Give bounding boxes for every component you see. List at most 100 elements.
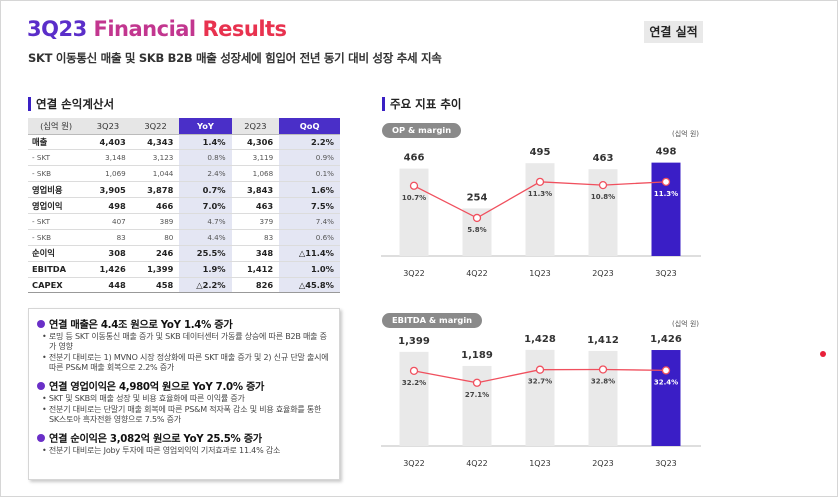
table-row: - SKT 407 389 4.7% 379 7.4% (28, 213, 340, 230)
margin-point (535, 177, 545, 186)
row-label: 영업이익 (28, 197, 85, 214)
table-cell: 4,403 (84, 134, 132, 151)
bullet-dot-icon (37, 319, 45, 328)
note-heading-text: 연결 매출은 4.4조 원으로 YoY 1.4% 증가 (49, 320, 233, 331)
bar-3Q23 (651, 162, 681, 256)
row-label: 매출 (28, 134, 85, 151)
table-header-cell: 2Q23 (231, 118, 280, 135)
margin-value-label: 11.3% (528, 190, 552, 198)
margin-point (472, 213, 482, 223)
margin-point (409, 181, 419, 190)
table-cell: 1.4% (179, 134, 232, 151)
table-cell: 4.4% (179, 229, 232, 246)
note-bullet: SKT 및 SKB의 매출 성장 및 비용 효율화에 따른 이익률 증가 (37, 394, 331, 404)
margin-value-label: 32.7% (528, 378, 552, 386)
bar-value-label: 1,189 (461, 350, 493, 361)
margin-point (409, 366, 419, 376)
table-cell: 80 (131, 229, 180, 246)
table-cell: 3,878 (131, 181, 180, 199)
table-cell: 1,069 (84, 165, 132, 183)
table-cell: 1,412 (231, 261, 280, 278)
row-label: 영업비용 (28, 181, 85, 199)
table-cell: △11.4% (279, 245, 340, 262)
table-cell: 826 (231, 277, 280, 294)
table-cell: 83 (231, 229, 280, 246)
row-label: EBITDA (28, 261, 85, 278)
table-row: EBITDA 1,426 1,399 1.9% 1,412 1.0% (28, 261, 340, 278)
bar-1Q23 (525, 349, 555, 446)
op-unit-label: (십억 원) (672, 130, 700, 138)
table-cell: 1.9% (179, 261, 232, 278)
bar-value-label: 463 (593, 153, 614, 164)
table-row: - SKB 83 80 4.4% 83 0.6% (28, 229, 340, 246)
margin-value-label: 32.4% (654, 378, 678, 386)
row-label: - SKT (28, 149, 85, 167)
table-cell: 463 (231, 197, 280, 214)
table-cell: 3,843 (231, 181, 280, 199)
margin-point (535, 365, 545, 374)
margin-value-label: 32.8% (591, 377, 615, 385)
note-bullet: 전분기 대비로는 단말기 매출 회복에 따른 PS&M 적자폭 감소 및 비용 … (37, 405, 331, 425)
ebitda-margin-chart: 1,399 3Q22 1,189 4Q22 1,428 1Q23 1,412 2Q23 1,42… (381, 334, 701, 468)
margin-value-label: 27.1% (465, 391, 489, 399)
table-cell: 25.5% (179, 245, 232, 262)
margin-point (598, 365, 608, 374)
table-cell: △2.2% (179, 277, 232, 294)
table-cell: 4,306 (231, 134, 280, 151)
title-part-2: Financial (93, 17, 203, 41)
table-cell: 7.4% (279, 213, 340, 230)
bar-2Q23 (588, 350, 618, 446)
bar-3Q22 (399, 351, 429, 446)
page-title: 3Q23 Financial Results (27, 17, 287, 41)
x-tick-label: 3Q23 (655, 269, 677, 278)
table-cell: 3,905 (84, 181, 132, 199)
table-cell: 458 (131, 277, 180, 294)
margin-value-label: 11.3% (654, 190, 678, 198)
bullet-dot-icon (37, 433, 45, 442)
op-margin-chart: 466 3Q22 254 4Q22 495 1Q23 463 2Q23 498 3Q23 10.7%… (381, 147, 701, 278)
note-heading-text: 연결 순이익은 3,082억 원으로 YoY 25.5% 증가 (49, 434, 262, 445)
table-cell: 83 (84, 229, 132, 246)
title-part-3: Results (202, 17, 287, 41)
margin-value-label: 10.7% (402, 194, 426, 202)
table-cell: 2.2% (279, 134, 340, 151)
table-cell: 0.9% (279, 149, 340, 167)
row-label: 순이익 (28, 245, 85, 262)
red-dot-marker (820, 351, 826, 357)
table-cell: 4.7% (179, 213, 232, 230)
table-cell: 7.0% (179, 197, 232, 214)
margin-point (661, 366, 671, 375)
bar-value-label: 466 (404, 153, 425, 164)
table-header-row: (십억 원) 3Q23 3Q22 YoY 2Q23 QoQ (28, 118, 340, 135)
income-statement-table: (십억 원) 3Q23 3Q22 YoY 2Q23 QoQ 매출 4,403 4,343 1.4… (28, 118, 340, 294)
table-row: - SKB 1,069 1,044 2.4% 1,068 0.1% (28, 165, 340, 183)
table-cell: 3,123 (131, 149, 180, 167)
table-row: 영업비용 3,905 3,878 0.7% 3,843 1.6% (28, 181, 340, 199)
table-header-cell: YoY (179, 118, 232, 135)
margin-point (661, 177, 671, 186)
title-part-1: 3Q23 (27, 17, 94, 41)
x-tick-label: 2Q23 (592, 459, 614, 468)
row-label: CAPEX (28, 277, 85, 294)
x-tick-label: 4Q22 (466, 269, 488, 278)
margin-value-label: 10.8% (591, 193, 615, 201)
note-bullet: 로밍 등 SKT 이동통신 매출 증가 및 SKB 데이터센터 가동률 상승에 … (37, 332, 331, 352)
note-bullet: 전분기 대비로는 Joby 투자에 따른 영업외익익 기저효과로 11.4% 감… (37, 446, 331, 456)
note-heading: 연결 순이익은 3,082억 원으로 YoY 25.5% 증가 (37, 430, 331, 445)
note-heading: 연결 영업이익은 4,980억 원으로 YoY 7.0% 증가 (37, 378, 331, 393)
bar-value-label: 498 (656, 147, 677, 158)
ebitda-margin-pill: EBITDA & margin (382, 313, 483, 328)
page-subtitle: SKT 이동통신 매출 및 SKB B2B 매출 성장세에 힘입어 전년 동기 … (28, 51, 442, 65)
table-cell: 1,044 (131, 165, 180, 183)
income-statement-heading: 연결 손익계산서 (28, 97, 114, 111)
x-tick-label: 3Q23 (655, 459, 677, 468)
table-cell: 407 (84, 213, 132, 230)
kpi-heading: 주요 지표 추이 (382, 97, 462, 111)
table-row: 순이익 308 246 25.5% 348 △11.4% (28, 245, 340, 262)
bar-4Q22 (462, 365, 492, 446)
bullet-dot-icon (37, 381, 45, 390)
row-label: - SKB (28, 229, 85, 246)
note-bullet: 전분기 대비로는 1) MVNO 시장 정상화에 따른 SKT 매출 증가 및 … (37, 353, 331, 373)
bar-value-label: 254 (467, 192, 488, 203)
table-cell: 1.0% (279, 261, 340, 278)
